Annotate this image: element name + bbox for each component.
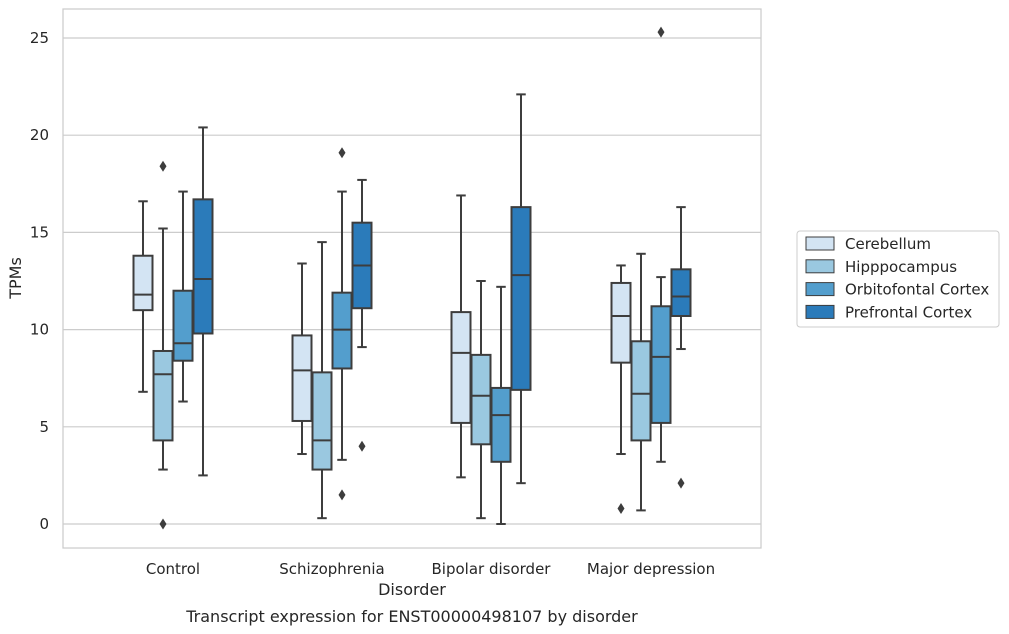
grid-lines [63, 37, 761, 525]
chart-caption: Transcript expression for ENST0000049810… [185, 607, 638, 626]
plot-frame [62, 8, 762, 549]
box-orbitofontal-cortex [172, 190, 194, 403]
x-tick-label: Control [146, 560, 200, 578]
box-cerebellum [291, 262, 313, 456]
box-body [670, 268, 692, 317]
box-body [192, 198, 214, 335]
box-hipppocampus [152, 160, 174, 530]
x-axis-ticks: Control Schizophrenia Bipolar disorder Majo… [146, 560, 715, 578]
box-prefrontal-cortex [670, 206, 692, 489]
outlier-point [657, 26, 665, 38]
box-body [510, 206, 532, 391]
box-cerebellum [132, 200, 154, 393]
box-body [311, 371, 333, 471]
legend-swatch [805, 259, 835, 274]
x-axis-title: Disorder [378, 580, 446, 599]
box-body [650, 305, 672, 424]
box-prefrontal-cortex [351, 178, 373, 452]
box-orbitofontal-cortex [490, 285, 512, 525]
legend-swatch [805, 236, 835, 251]
y-tick-label: 15 [30, 223, 49, 241]
box-orbitofontal-cortex [650, 26, 672, 463]
box-plot-series [132, 26, 692, 530]
legend-label: Orbitofontal Cortex [845, 281, 989, 299]
outlier-point [617, 502, 625, 514]
box-body [490, 386, 512, 463]
y-tick-label: 20 [30, 126, 49, 144]
box-hipppocampus [630, 252, 652, 512]
box-body [610, 281, 632, 364]
legend-label: Cerebellum [845, 235, 931, 253]
box-body [291, 334, 313, 422]
y-tick-label: 25 [30, 29, 49, 47]
box-body [450, 311, 472, 424]
y-tick-label: 10 [30, 321, 49, 339]
outlier-point [358, 440, 366, 452]
y-axis-title: TPMs [6, 257, 25, 300]
legend: Cerebellum Hipppocampus Orbitofontal Corte… [796, 230, 1000, 328]
box-cerebellum [610, 264, 632, 514]
outlier-point [338, 147, 346, 159]
legend-swatch [805, 304, 835, 319]
y-tick-label: 5 [39, 418, 49, 436]
legend-label: Prefrontal Cortex [845, 303, 972, 321]
outlier-point [159, 160, 167, 172]
y-axis-ticks: 0 5 10 15 20 25 [30, 29, 49, 533]
legend-frame [796, 230, 1000, 328]
x-tick-label: Major depression [587, 560, 715, 578]
x-tick-label: Bipolar disorder [432, 560, 552, 578]
outlier-point [338, 489, 346, 501]
box-body [132, 254, 154, 312]
box-body [630, 340, 652, 442]
box-body [470, 353, 492, 446]
outlier-point [159, 518, 167, 530]
box-hipppocampus [470, 280, 492, 520]
box-body [152, 349, 174, 442]
box-cerebellum [450, 194, 472, 479]
box-orbitofontal-cortex [331, 147, 353, 501]
legend-swatch [805, 282, 835, 297]
outlier-point [677, 477, 685, 489]
legend-label: Hipppocampus [845, 258, 957, 276]
box-hipppocampus [311, 241, 333, 520]
x-tick-label: Schizophrenia [279, 560, 384, 578]
y-tick-label: 0 [39, 515, 49, 533]
box-prefrontal-cortex [192, 126, 214, 477]
box-prefrontal-cortex [510, 93, 532, 485]
box-body [172, 289, 194, 362]
